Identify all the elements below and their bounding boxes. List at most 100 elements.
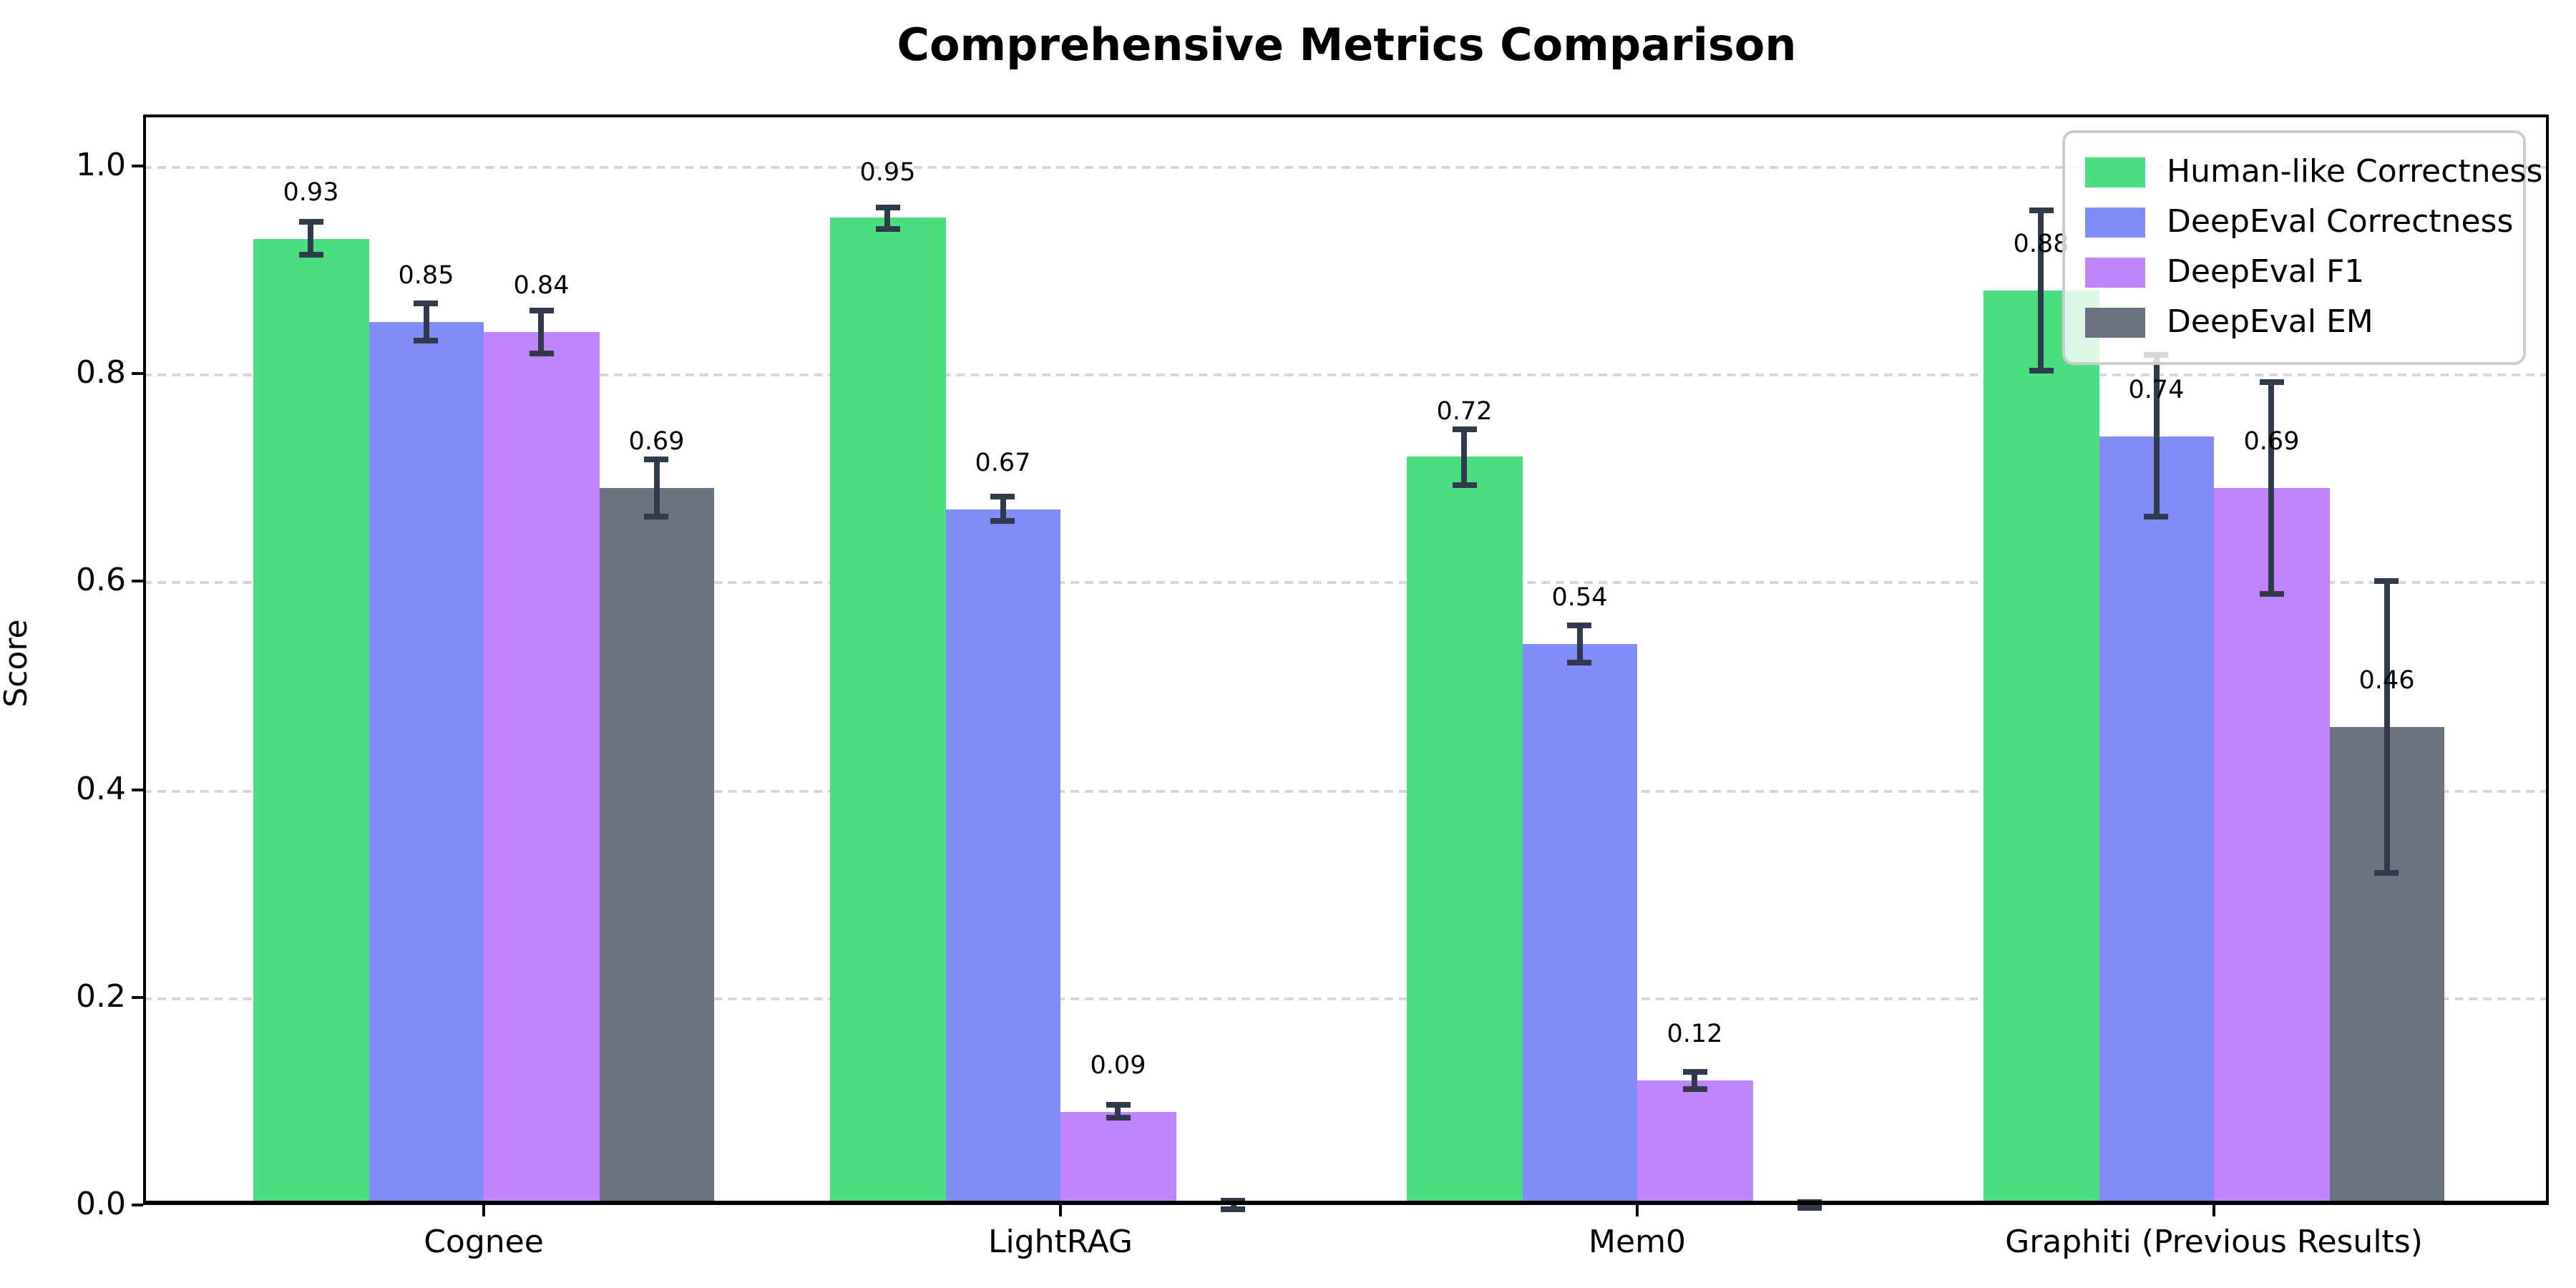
bar	[1522, 643, 1637, 1205]
bar	[1637, 1080, 1752, 1205]
error-bar-cap	[2374, 869, 2399, 876]
legend-item: Human-like Correctness	[2085, 147, 2542, 197]
legend-swatch	[2085, 308, 2145, 338]
error-bar-cap	[1106, 1102, 1131, 1108]
error-bar-cap	[875, 205, 900, 211]
gridline	[143, 789, 2549, 793]
x-tick-mark	[2212, 1205, 2215, 1216]
error-bar-cap	[298, 219, 323, 225]
legend-label: DeepEval EM	[2167, 305, 2373, 341]
legend-swatch	[2085, 208, 2145, 238]
bar-value-label: 0.67	[975, 449, 1031, 478]
error-bar-cap	[2374, 578, 2399, 585]
legend-swatch	[2085, 258, 2145, 288]
gridline	[143, 581, 2549, 585]
x-tick-label: Mem0	[1589, 1225, 1686, 1261]
plot-area: Human-like Correctness DeepEval Correctne…	[143, 114, 2549, 1212]
bar	[253, 238, 369, 1205]
error-bar	[1115, 1105, 1121, 1118]
y-tick-mark	[132, 580, 143, 583]
error-bar-cap	[990, 518, 1015, 525]
y-tick-label: 0.4	[76, 771, 126, 808]
x-tick-mark	[1059, 1205, 1062, 1216]
y-tick-label: 1.0	[76, 148, 126, 184]
bar-value-label: 0.09	[1090, 1051, 1146, 1080]
error-bar-cap	[2259, 379, 2284, 385]
error-bar-cap	[2259, 591, 2284, 597]
error-bar	[308, 222, 314, 255]
error-bar-cap	[875, 225, 900, 232]
bar-value-label: 0.69	[2243, 428, 2300, 457]
error-bar-cap	[529, 351, 554, 357]
error-bar	[1461, 429, 1468, 485]
y-tick-mark	[132, 372, 143, 376]
error-bar	[423, 303, 429, 341]
bar-value-label: 0.54	[1551, 584, 1608, 613]
error-bar-cap	[2029, 368, 2054, 374]
y-tick-label: 0.0	[76, 1187, 126, 1223]
error-bar	[2038, 210, 2044, 371]
error-bar-cap	[644, 513, 669, 519]
error-bar-cap	[414, 300, 439, 306]
error-bar-cap	[1221, 1198, 1246, 1204]
bar	[1984, 291, 2099, 1205]
bar	[945, 509, 1060, 1205]
error-bar-cap	[529, 307, 554, 313]
y-tick-label: 0.8	[76, 356, 126, 392]
error-bar	[2268, 382, 2275, 595]
gridline	[143, 374, 2549, 377]
legend: Human-like Correctness DeepEval Correctne…	[2062, 130, 2542, 365]
bar-value-label: 0.46	[2358, 667, 2415, 696]
x-tick-label: Graphiti (Previous Results)	[2005, 1225, 2423, 1261]
error-bar	[1692, 1072, 1698, 1089]
bar-value-label: 0.12	[1667, 1020, 1723, 1050]
bar-value-label: 0.88	[2013, 230, 2069, 260]
y-tick-label: 0.6	[76, 563, 126, 600]
legend-item: DeepEval EM	[2085, 298, 2503, 348]
bar	[484, 332, 599, 1205]
bar-value-label: 0.84	[513, 272, 570, 301]
x-tick-mark	[482, 1205, 485, 1216]
error-bar	[653, 459, 660, 517]
error-bar	[1576, 625, 1583, 663]
gridline	[143, 997, 2549, 1000]
x-tick-label: LightRAG	[987, 1225, 1133, 1261]
error-bar	[1000, 496, 1006, 522]
bar	[369, 321, 484, 1205]
error-bar-cap	[1797, 1205, 1823, 1211]
error-bar-cap	[990, 493, 1015, 499]
legend-item: DeepEval Correctness	[2085, 197, 2513, 248]
bar	[599, 488, 714, 1205]
bar-value-label: 0.72	[1436, 397, 1493, 426]
error-bar-cap	[644, 457, 669, 463]
bar	[2214, 488, 2329, 1205]
bar-value-label: 0.93	[283, 179, 339, 208]
y-axis-label: Score	[0, 619, 35, 708]
error-bar-cap	[1452, 426, 1477, 432]
legend-label: DeepEval Correctness	[2167, 205, 2514, 240]
bar-value-label: 0.74	[2128, 376, 2185, 405]
error-bar-cap	[1221, 1206, 1246, 1212]
error-bar-cap	[1682, 1069, 1707, 1075]
error-bar-cap	[1567, 660, 1592, 666]
y-tick-mark	[132, 165, 143, 167]
y-tick-mark	[132, 1204, 143, 1206]
error-bar-cap	[414, 337, 439, 343]
x-tick-label: Cognee	[424, 1225, 544, 1261]
bar	[830, 218, 945, 1205]
bar	[1060, 1111, 1176, 1205]
error-bar-cap	[1452, 482, 1477, 488]
y-tick-mark	[132, 995, 143, 999]
gridline	[143, 166, 2549, 169]
legend-swatch	[2085, 157, 2145, 187]
bar-value-label: 0.95	[859, 158, 916, 187]
error-bar-cap	[1106, 1115, 1131, 1121]
bar-value-label: 0.85	[398, 262, 454, 291]
legend-item: DeepEval F1	[2085, 248, 2503, 298]
error-bar-cap	[1567, 622, 1592, 628]
error-bar	[2384, 581, 2390, 873]
bar-value-label: 0.69	[628, 428, 685, 457]
legend-label: DeepEval F1	[2167, 255, 2365, 291]
error-bar-cap	[2029, 208, 2054, 214]
